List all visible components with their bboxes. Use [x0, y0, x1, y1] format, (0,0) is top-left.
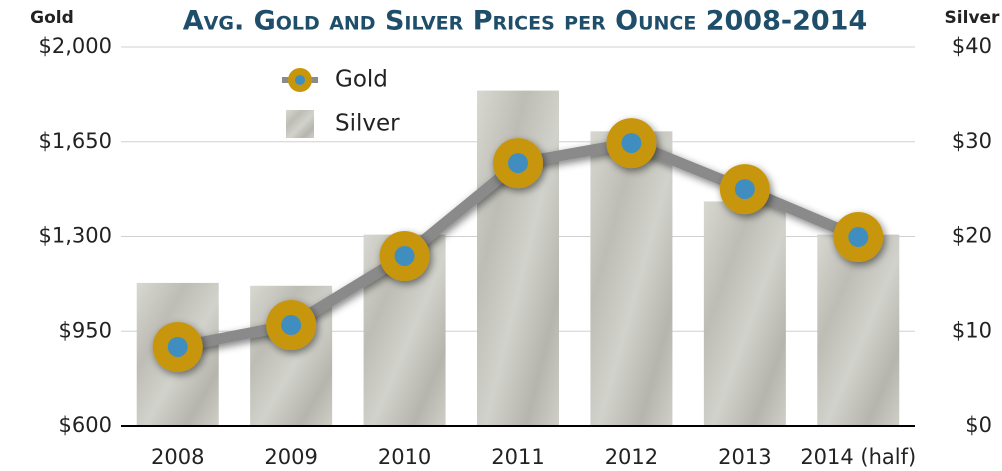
legend-label: Silver: [335, 111, 400, 137]
marker-center: [281, 315, 302, 336]
marker-center: [621, 133, 642, 154]
legend-swatch: [295, 75, 305, 85]
marker: [833, 212, 884, 263]
marker-center: [848, 227, 869, 248]
marker: [606, 118, 657, 169]
marker: [266, 300, 317, 351]
marker-center: [734, 179, 755, 200]
y2-tick-label: $20: [952, 224, 992, 248]
x-tick-label: 2011: [491, 445, 544, 469]
legend-swatch: [286, 110, 314, 138]
y-tick-label: $2,000: [39, 34, 112, 58]
y-tick-label: $950: [59, 318, 112, 342]
bar: [590, 131, 673, 426]
x-tick-label: 2012: [605, 445, 658, 469]
chart-title: Avg. Gold and Silver Prices per Ounce 20…: [183, 6, 867, 37]
x-tick-label: 2008: [151, 445, 204, 469]
marker: [152, 321, 203, 372]
y2-axis-label: Silver: [945, 8, 1001, 28]
x-tick-label: 2009: [264, 445, 317, 469]
marker: [719, 164, 770, 215]
legend-label: Gold: [335, 67, 388, 93]
marker-center: [508, 153, 528, 174]
marker: [493, 138, 543, 189]
y-tick-label: $600: [59, 413, 112, 437]
y2-tick-label: $0: [965, 413, 992, 437]
y-tick-label: $1,650: [39, 129, 112, 153]
y-axis-label: Gold: [30, 8, 74, 28]
x-tick-label: 2014 (half): [800, 445, 916, 469]
x-tick-label: 2010: [378, 445, 431, 469]
bar: [817, 234, 900, 426]
marker-center: [394, 245, 415, 266]
y2-tick-label: $40: [952, 34, 992, 58]
marker-center: [167, 336, 188, 357]
x-tick-label: 2013: [718, 445, 771, 469]
y2-tick-label: $30: [952, 129, 992, 153]
y-tick-label: $1,300: [39, 224, 112, 248]
bar: [703, 201, 786, 426]
marker: [379, 230, 430, 281]
y2-tick-label: $10: [952, 318, 992, 342]
